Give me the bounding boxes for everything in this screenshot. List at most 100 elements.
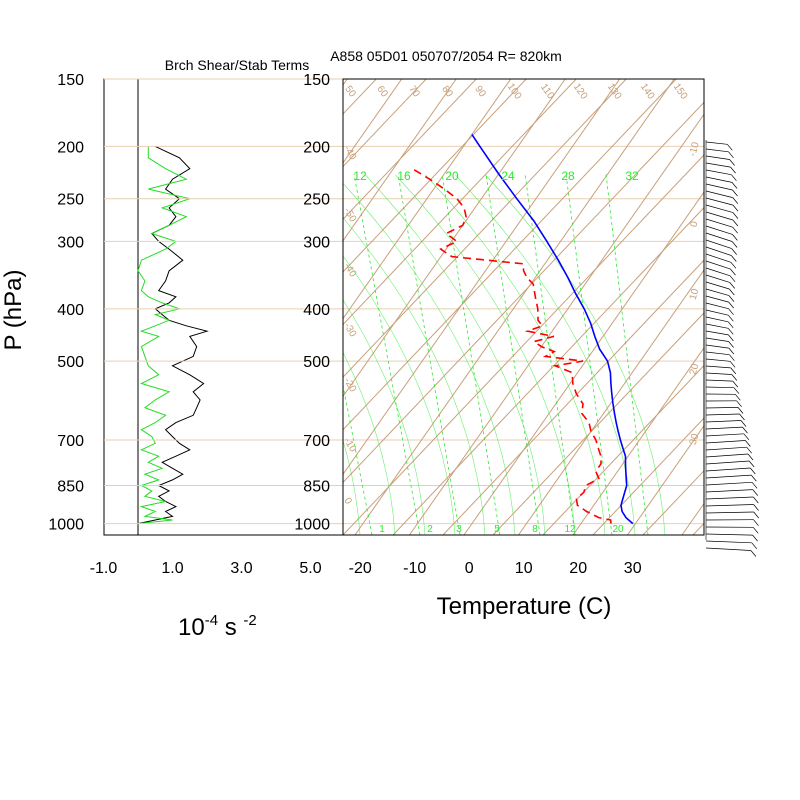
wind-barb-feather <box>731 241 738 248</box>
wind-barb <box>705 302 729 310</box>
mixing-ratio-line <box>397 173 461 535</box>
side-label: 0 <box>689 220 701 229</box>
wind-barb-feather <box>732 219 739 227</box>
wind-barb <box>705 489 753 493</box>
wind-barb-feather <box>728 314 734 322</box>
isotherm-labels: 50 60 70 80 90 100 110 120 130 140 150 <box>342 82 689 102</box>
isotherm-label: 60 <box>374 84 390 100</box>
wind-barb-feather <box>731 182 738 189</box>
wind-barb <box>705 281 730 290</box>
wind-barb <box>705 309 729 316</box>
wind-barb-feather <box>753 519 759 526</box>
wind-barb-feather <box>730 166 736 174</box>
mixing-ratio-line <box>485 173 541 535</box>
units-exp1: -4 <box>205 612 218 629</box>
temperature-tick-label: 20 <box>569 560 587 577</box>
isotherm-line <box>0 79 184 535</box>
wind-barb <box>705 433 744 437</box>
mixing-ratio-label: 16 <box>397 169 411 183</box>
adiabat-line <box>343 79 627 378</box>
units-exp2: -2 <box>243 612 256 629</box>
wind-barb <box>705 141 728 145</box>
sounding-series-group <box>411 133 634 525</box>
units-mid: s <box>218 614 243 641</box>
pressure-tick-label: 850 <box>303 478 330 495</box>
isotherm-line <box>0 79 238 535</box>
wind-barb <box>705 511 754 514</box>
isotherm-label: 50 <box>342 84 358 100</box>
wind-barb <box>705 274 730 283</box>
wind-barb-feather <box>728 151 734 159</box>
wind-barb <box>705 365 731 369</box>
wind-barb <box>705 467 751 472</box>
wind-barb <box>705 351 730 356</box>
wind-barb <box>705 358 731 362</box>
wind-barb <box>705 267 731 277</box>
temperature-tick-label: 30 <box>624 560 642 577</box>
wind-barb <box>705 420 742 423</box>
isotherm-line <box>0 79 293 535</box>
pressure-axis-title: P (hPa) <box>0 270 27 351</box>
shear-line <box>137 145 209 525</box>
mixing-ratio-line <box>605 173 649 535</box>
adiabat-line <box>743 79 800 535</box>
wind-barb <box>705 453 749 458</box>
wind-barb <box>705 540 752 544</box>
wind-barb-feather <box>728 308 734 315</box>
wind-barb-feather <box>729 361 736 368</box>
wind-barb-feather <box>727 321 734 329</box>
wind-barb-feather <box>733 387 740 394</box>
mixing-ratio-labels: 12 16 20 24 28 321 2 3 5 8 12 20 <box>353 169 639 535</box>
moist-adiabat-line <box>365 174 546 535</box>
wind-barb <box>705 440 746 444</box>
wind-barb <box>705 407 739 409</box>
wind-barb-feather <box>740 420 747 427</box>
mixing-ratio-label: 12 <box>353 169 367 183</box>
wind-barb <box>705 344 729 349</box>
wind-barbs <box>705 140 759 557</box>
wind-barb-feather <box>731 374 738 381</box>
wind-barb-feather <box>728 334 734 342</box>
pressure-tick-label: 300 <box>57 234 84 251</box>
wind-barb-feather <box>728 301 734 309</box>
wind-barb-feather <box>739 413 745 421</box>
wind-barb-feather <box>750 467 756 475</box>
stability-line <box>137 146 192 525</box>
units-base: 10 <box>178 614 205 641</box>
wind-barb <box>705 316 729 323</box>
adiabat-line <box>492 312 704 535</box>
adiabat-line <box>343 79 677 431</box>
sounding-panel-frame <box>342 78 705 536</box>
wind-barb-feather <box>748 460 755 468</box>
wind-barb <box>705 204 734 213</box>
wind-barb <box>705 481 753 486</box>
pressure-tick-label: 1000 <box>48 517 84 534</box>
pressure-tick-label: 400 <box>57 302 84 319</box>
wind-barb <box>705 504 754 507</box>
adiabat-line <box>343 79 577 326</box>
wind-barb <box>705 460 750 465</box>
pressure-tick-label: 250 <box>303 192 330 209</box>
wind-barb-feather <box>743 433 750 441</box>
isotherm-line <box>409 113 704 535</box>
temperature-tick-label: 0 <box>465 560 474 577</box>
temperature-tick-label: -20 <box>349 560 372 577</box>
mixing-ratio-line <box>343 383 373 535</box>
wind-barb <box>705 211 733 221</box>
wind-barb-feather <box>732 212 739 219</box>
shear-stability-panel: 150 200 250 300 400 500 700 850 1000 -1.0 1.0 3.0 5… <box>48 72 344 577</box>
temperature-tick-label: -10 <box>403 560 426 577</box>
wind-barb <box>705 295 729 303</box>
pressure-tick-label: 150 <box>57 72 84 89</box>
moist-adiabat-line <box>343 299 426 535</box>
side-label: 10 <box>688 287 702 301</box>
mixing-ratio-bottom-label: 8 <box>532 524 538 535</box>
isotherm-label: 120 <box>571 82 590 102</box>
wind-barb <box>705 386 735 389</box>
moist-adiabat-line <box>343 352 396 535</box>
wind-barb-feather <box>732 226 738 234</box>
wind-barb-feather <box>728 295 735 302</box>
wind-barb <box>705 246 732 256</box>
temperature-ticks: -20 -10 0 10 20 30 <box>349 560 642 577</box>
